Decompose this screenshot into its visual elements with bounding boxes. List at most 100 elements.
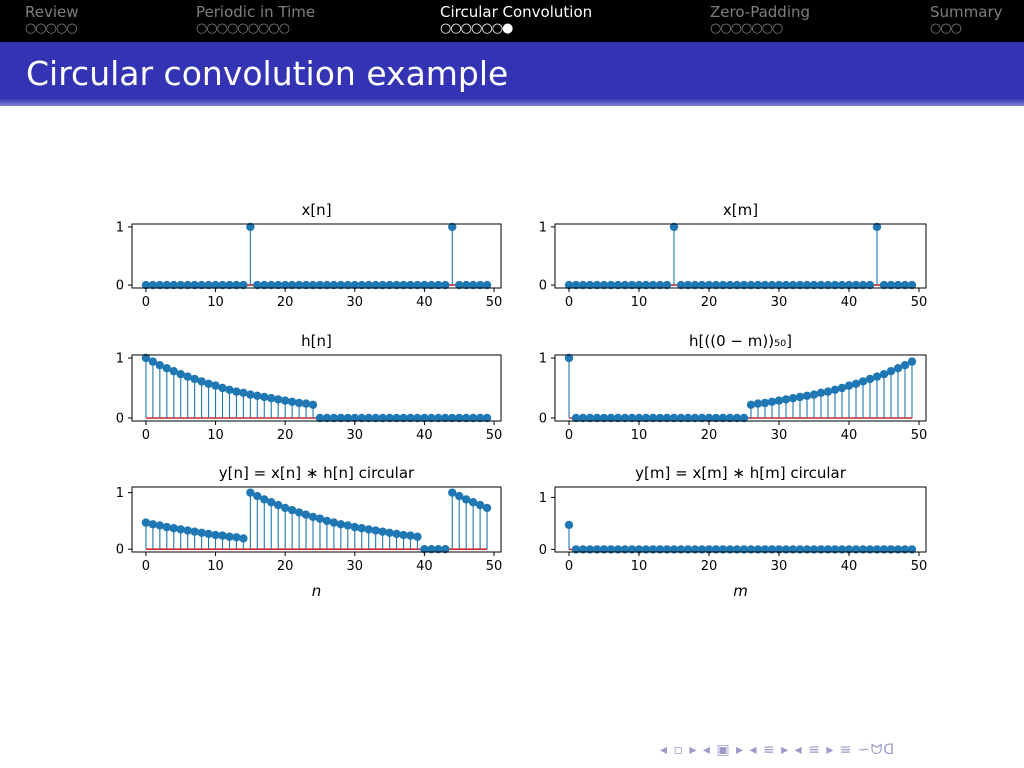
stem-marker: [232, 533, 241, 542]
stem-marker: [204, 280, 213, 290]
nav-section-periodic-in-time[interactable]: Periodic in Time: [196, 3, 316, 21]
stem-marker: [385, 528, 394, 537]
x-tick-label: 10: [631, 428, 648, 443]
stem-marker: [183, 280, 192, 290]
stem-marker: [260, 280, 269, 290]
nav-section-circular-convolution[interactable]: Circular Convolution: [440, 3, 593, 21]
stem-marker: [176, 280, 185, 290]
nav-section-summary[interactable]: Summary: [930, 3, 1003, 21]
stem-marker: [176, 525, 185, 534]
stem-marker: [315, 514, 325, 523]
stem-marker: [669, 222, 679, 232]
stem-marker: [246, 390, 255, 399]
stem-marker: [475, 413, 485, 423]
stem-marker: [357, 524, 366, 533]
nav-dots-circular-convolution[interactable]: ○○○○○○●: [440, 21, 513, 36]
chart-title: x[n]: [301, 201, 331, 219]
stem-marker: [434, 544, 443, 554]
chart-title: x[m]: [723, 201, 758, 219]
stem-marker: [364, 525, 373, 534]
stem-marker: [315, 413, 325, 423]
nav-section-review[interactable]: Review: [25, 3, 79, 21]
x-axis-label: n: [312, 582, 322, 600]
stem-marker: [301, 280, 311, 290]
nav-dots-review[interactable]: ○○○○○: [25, 21, 78, 36]
stem-marker: [844, 280, 854, 290]
stem-marker: [427, 280, 436, 290]
stem-marker: [578, 413, 588, 423]
stem-marker: [183, 372, 192, 381]
stem-marker: [455, 491, 464, 501]
stem-marker: [585, 280, 595, 290]
stem-marker: [455, 280, 464, 290]
x-tick-label: 10: [207, 559, 224, 574]
stem-marker: [176, 370, 185, 379]
stem-marker: [441, 544, 450, 554]
stem-marker: [162, 280, 172, 290]
nav-dots-periodic-in-time[interactable]: ○○○○○○○○○: [196, 21, 290, 36]
stem-marker: [448, 413, 457, 423]
stem-marker: [571, 280, 581, 290]
stem-marker: [795, 392, 805, 402]
stem-marker: [420, 280, 429, 290]
stem-marker: [225, 385, 234, 394]
stem-marker: [809, 390, 819, 399]
stem-marker: [468, 498, 478, 507]
stem-marker: [879, 280, 889, 290]
stem-marker: [280, 396, 290, 405]
x-tick-label: 30: [347, 295, 364, 310]
stem-marker: [613, 280, 623, 290]
stem-marker: [641, 413, 651, 423]
nav-section-zero-padding[interactable]: Zero-Padding: [710, 3, 811, 21]
stem-marker: [788, 280, 798, 290]
x-tick-label: 40: [416, 295, 433, 310]
y-tick-label: 1: [116, 352, 124, 367]
axes-frame: [554, 486, 927, 553]
nav-dots-summary[interactable]: ○○○: [930, 21, 962, 36]
x-tick-label: 20: [277, 559, 294, 574]
stem-marker: [592, 280, 602, 290]
stem-marker: [837, 280, 847, 290]
stem-marker: [420, 544, 429, 554]
stem-marker: [760, 398, 770, 408]
stem-marker: [169, 280, 178, 290]
stem-marker: [732, 413, 742, 423]
stem-marker: [329, 413, 339, 423]
stem-marker: [406, 413, 415, 423]
y-tick-label: 0: [539, 543, 547, 558]
stem-marker: [564, 520, 574, 530]
stem-marker: [169, 367, 178, 376]
beamer-navigation-controls[interactable]: ◂ ▫ ▸ ◂ ▣ ▸ ◂ ≡ ▸ ◂ ≡ ▸ ≡ ∽ᗢᗡ: [660, 742, 896, 758]
x-tick-label: 40: [841, 295, 858, 310]
stem-marker: [858, 280, 868, 290]
x-tick-label: 50: [911, 295, 928, 310]
stem-marker: [781, 280, 791, 290]
stem-marker: [448, 488, 457, 497]
stem-marker: [641, 280, 651, 290]
stem-marker: [148, 357, 158, 366]
stem-marker: [851, 280, 861, 290]
stem-marker: [482, 503, 492, 513]
stem-marker: [308, 512, 318, 522]
stem-marker: [655, 413, 665, 423]
stem-marker: [239, 280, 248, 290]
chart-3: 0 10 20 30 40 50 0 1 h[n]: [116, 332, 503, 443]
stem-marker: [399, 413, 408, 423]
stem-marker: [725, 280, 735, 290]
stem-marker: [767, 397, 777, 406]
nav-dots-zero-padding[interactable]: ○○○○○○○: [710, 21, 783, 36]
stem-marker: [218, 280, 227, 290]
stem-marker: [851, 379, 861, 388]
stem-marker: [725, 413, 735, 423]
stem-marker: [620, 280, 630, 290]
stem-marker: [225, 532, 234, 541]
stem-marker: [844, 381, 854, 390]
x-tick-label: 40: [841, 428, 858, 443]
stem-marker: [399, 530, 408, 540]
x-tick-label: 0: [142, 428, 150, 443]
stem-marker: [886, 367, 896, 376]
axes-frame: [131, 223, 502, 289]
stem-marker: [427, 413, 436, 423]
x-tick-label: 30: [347, 559, 364, 574]
stem-marker: [669, 413, 679, 423]
